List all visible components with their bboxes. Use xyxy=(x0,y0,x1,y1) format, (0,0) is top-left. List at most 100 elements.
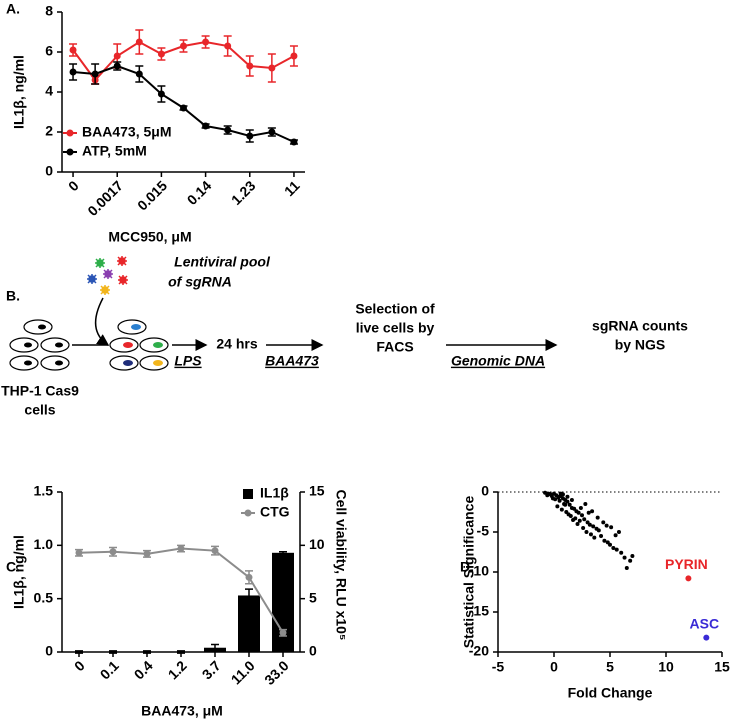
point xyxy=(143,550,151,558)
point xyxy=(588,532,593,537)
point xyxy=(569,498,574,502)
point xyxy=(290,52,298,60)
x-axis-label: BAA473, μM xyxy=(141,703,223,719)
bar xyxy=(272,552,294,652)
y-tick-label: -15 xyxy=(469,603,489,619)
point xyxy=(157,90,165,98)
x-tick-label: 11 xyxy=(281,177,303,199)
node-label: sgRNA counts xyxy=(592,318,688,334)
y-tick-label: -20 xyxy=(469,643,489,659)
y-axis-label: Statistical Significance xyxy=(461,496,477,649)
error-bar xyxy=(75,650,83,654)
y-tick-label: -5 xyxy=(477,523,490,539)
point xyxy=(75,549,83,557)
transduction-arrow xyxy=(94,297,110,346)
panel-label: A. xyxy=(6,1,20,17)
x-tick-label: 0.0017 xyxy=(84,177,126,219)
x-tick-label: 0 xyxy=(550,659,558,675)
legend-marker xyxy=(243,489,253,499)
point xyxy=(576,510,581,515)
start-label: cells xyxy=(24,402,55,418)
panel-label: D. xyxy=(460,559,474,575)
point xyxy=(113,62,121,70)
point xyxy=(611,546,616,550)
point xyxy=(601,520,606,525)
y-axis-label: IL1β, ng/ml xyxy=(11,55,27,129)
point xyxy=(545,493,550,498)
point xyxy=(628,558,633,563)
x-tick-label: 15 xyxy=(714,659,730,675)
point xyxy=(571,518,576,522)
point xyxy=(577,518,582,523)
point xyxy=(177,545,185,553)
point xyxy=(224,126,232,134)
y-tick-label: 2 xyxy=(45,123,53,139)
node-label: Selection of xyxy=(355,301,435,317)
y-axis-label: IL1β, ng/ml xyxy=(11,535,27,609)
error-bar xyxy=(177,650,185,654)
point xyxy=(558,491,563,496)
start-label: THP-1 Cas9 xyxy=(1,383,79,399)
x-tick-label: -5 xyxy=(492,659,505,675)
x-tick-label: 5 xyxy=(606,659,614,675)
node-label: live cells by xyxy=(356,320,435,336)
point xyxy=(608,542,612,547)
arrow-label: LPS xyxy=(174,353,202,369)
point xyxy=(604,523,609,528)
point xyxy=(619,550,624,555)
x-tick-label: 0.1 xyxy=(97,657,122,682)
point xyxy=(592,535,597,540)
point xyxy=(69,68,77,76)
diagram: B. Lentiviral pool of sgRNA THP-1 Cas9 c… xyxy=(1,254,688,418)
point xyxy=(224,42,232,50)
x-axis-label: MCC950, μM xyxy=(108,229,191,245)
point xyxy=(556,495,561,500)
y-tick-label: 5 xyxy=(309,589,317,605)
point xyxy=(157,50,165,58)
y-tick-label: -10 xyxy=(469,563,489,579)
point xyxy=(580,513,584,518)
y-tick-label: 1.0 xyxy=(34,536,54,552)
x-tick-label: 11.0 xyxy=(228,657,258,687)
y-tick-label: 0 xyxy=(481,483,489,499)
arrow-label: BAA473 xyxy=(265,353,319,369)
point xyxy=(180,104,187,112)
y-tick-label: 8 xyxy=(45,3,53,19)
point xyxy=(246,62,254,70)
point xyxy=(703,634,710,641)
point xyxy=(581,526,586,530)
point xyxy=(91,70,99,78)
point xyxy=(559,507,564,512)
x-tick-label: 0 xyxy=(65,177,82,194)
legend-marker xyxy=(66,148,74,156)
point xyxy=(586,510,591,515)
pool-label: Lentiviral pool xyxy=(174,254,271,270)
y-tick-label: 0 xyxy=(309,643,317,659)
point xyxy=(613,533,618,538)
point xyxy=(566,512,571,517)
node-label: 24 hrs xyxy=(216,336,257,352)
point xyxy=(268,128,276,136)
point xyxy=(616,530,621,534)
point xyxy=(591,524,596,529)
x-tick-label: 33.0 xyxy=(261,657,292,688)
point xyxy=(599,534,604,538)
point-label: ASC xyxy=(690,615,720,631)
x-tick-label: 0.015 xyxy=(134,177,170,213)
legend-label: ATP, 5mM xyxy=(82,143,147,159)
legend-label: IL1β xyxy=(260,485,289,501)
point xyxy=(565,499,570,504)
point xyxy=(578,506,583,510)
error-bar xyxy=(109,650,117,654)
point-label: PYRIN xyxy=(665,556,708,572)
point xyxy=(268,64,276,72)
point xyxy=(596,528,601,533)
pool-label: of sgRNA xyxy=(168,274,232,290)
error-bar xyxy=(279,550,287,555)
point xyxy=(685,575,692,582)
point xyxy=(590,509,595,514)
legend-label: CTG xyxy=(260,504,290,520)
y2-axis-label: Cell viability, RLU x10⁵ xyxy=(333,489,349,640)
point xyxy=(609,525,614,530)
